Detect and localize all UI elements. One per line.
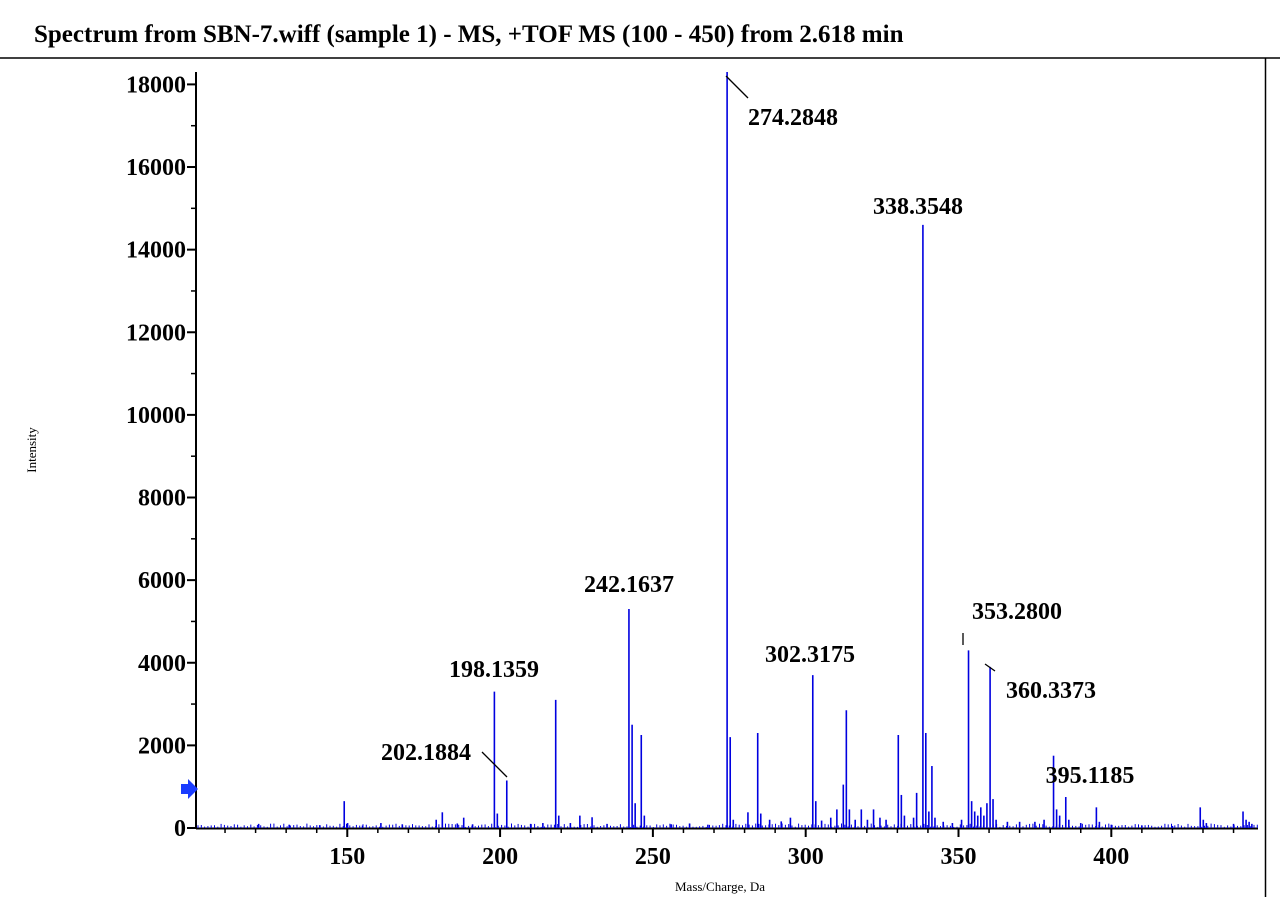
peak-label: 202.1884	[381, 740, 471, 766]
x-tick-label: 150	[329, 844, 365, 870]
y-tick-label: 8000	[138, 486, 186, 512]
x-axis-label: Mass/Charge, Da	[675, 879, 765, 894]
y-tick-label: 6000	[138, 568, 186, 594]
peak-label: 274.2848	[748, 105, 838, 131]
y-ticks: 0 2000 4000 6000 8000 10000 12000 14000 16000 180…	[126, 72, 196, 842]
y-tick-label: 14000	[126, 238, 186, 264]
peak-label: 302.3175	[765, 642, 855, 668]
peak-label: 353.2800	[972, 599, 1062, 625]
x-tick-label: 300	[788, 844, 824, 870]
y-tick-label: 10000	[126, 403, 186, 429]
peak-label: 198.1359	[449, 657, 539, 683]
peak-series	[197, 72, 1258, 828]
y-tick-label: 12000	[126, 320, 186, 346]
peak-label: 242.1637	[584, 572, 674, 598]
peak-annotations: 274.2848 338.3548 242.1637 302.3175 198.1359…	[381, 75, 1135, 789]
x-tick-label: 350	[941, 844, 977, 870]
y-tick-label: 16000	[126, 155, 186, 181]
intensity-marker-arrow-icon[interactable]	[181, 779, 198, 799]
annotation-leader-line	[984, 663, 996, 672]
y-tick-label: 2000	[138, 733, 186, 759]
peak-label: 360.3373	[1006, 678, 1096, 704]
y-axis-label: Intensity	[24, 427, 39, 473]
x-tick-label: 200	[482, 844, 518, 870]
x-tick-label: 250	[635, 844, 671, 870]
peak-label: 395.1185	[1046, 763, 1135, 789]
x-tick-label: 400	[1093, 844, 1129, 870]
y-tick-label: 0	[174, 816, 186, 842]
annotation-leader-line	[481, 751, 508, 778]
y-tick-label: 18000	[126, 72, 186, 98]
annotation-leader-line	[725, 75, 749, 99]
peak-label: 338.3548	[873, 194, 963, 220]
y-tick-label: 4000	[138, 651, 186, 677]
chart-title: Spectrum from SBN-7.wiff (sample 1) - MS…	[34, 21, 904, 48]
x-ticks: 150 200 250 300 350 400	[224, 828, 1235, 870]
